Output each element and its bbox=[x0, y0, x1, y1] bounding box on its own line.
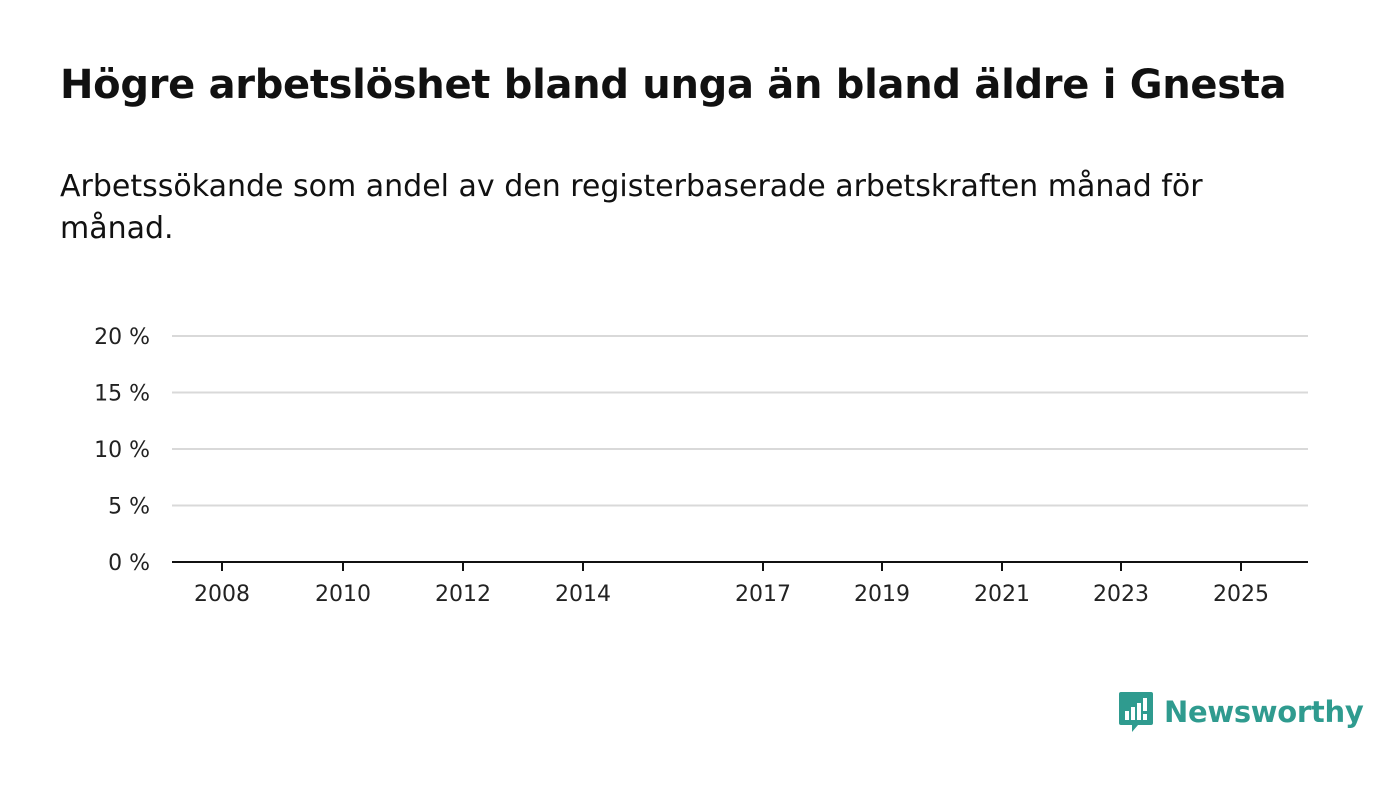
y-tick-label: 10 % bbox=[94, 438, 150, 463]
y-tick-label: 5 % bbox=[108, 495, 150, 520]
chart-title: Högre arbetslöshet bland unga än bland ä… bbox=[60, 62, 1287, 108]
y-tick-label: 15 % bbox=[94, 382, 150, 407]
x-tick-label: 2017 bbox=[735, 582, 791, 607]
x-tick-label: 2014 bbox=[555, 582, 611, 607]
brand-name: Newsworthy bbox=[1164, 695, 1364, 729]
gridlines: 0 % 5 % 10 % 15 % 20 % bbox=[94, 325, 1308, 576]
x-tick-label: 2008 bbox=[194, 582, 250, 607]
x-tick-label: 2021 bbox=[974, 582, 1030, 607]
newsworthy-logo: Newsworthy bbox=[1118, 690, 1364, 734]
x-axis: 2008 2010 2012 2014 2017 2019 2021 2023 2025 bbox=[172, 561, 1308, 607]
x-tick-label: 2012 bbox=[435, 582, 491, 607]
y-tick-label: 20 % bbox=[94, 325, 150, 350]
x-tick-label: 2023 bbox=[1093, 582, 1149, 607]
chart-subtitle: Arbetssökande som andel av den registerb… bbox=[60, 169, 1203, 246]
x-tick-label: 2019 bbox=[854, 582, 910, 607]
bar-chart-speech-bubble-icon bbox=[1119, 692, 1153, 732]
x-tick-label: 2025 bbox=[1213, 582, 1269, 607]
y-tick-label: 0 % bbox=[108, 551, 150, 576]
x-tick-label: 2010 bbox=[315, 582, 371, 607]
